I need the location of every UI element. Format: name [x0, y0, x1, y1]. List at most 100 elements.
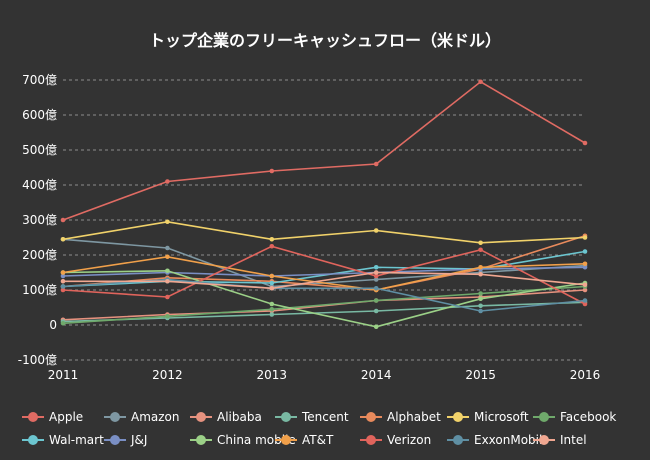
- data-point: [478, 291, 483, 296]
- data-point: [269, 312, 275, 317]
- legend-swatch-dot: [366, 435, 376, 445]
- legend-item[interactable]: Alphabet: [360, 410, 441, 424]
- data-point: [60, 217, 66, 223]
- series-layer: [60, 79, 588, 330]
- data-point: [478, 271, 483, 277]
- data-point: [269, 280, 275, 286]
- x-tick-label: 2014: [361, 368, 392, 382]
- data-point: [60, 287, 66, 293]
- axis-layer: -100億 0 100億 200億 300億 400億 500億 600億 700億 2011 20…: [18, 73, 601, 382]
- series-line: [62, 255, 586, 291]
- legend-label: AT&T: [302, 433, 334, 447]
- legend-swatch-dot: [28, 412, 38, 422]
- y-tick-label: 0: [49, 318, 57, 332]
- x-tick-label: 2011: [48, 368, 79, 382]
- legend-swatch-dot: [539, 412, 549, 422]
- data-point: [373, 264, 379, 270]
- data-point: [373, 285, 379, 291]
- legend-swatch-dot: [110, 435, 120, 445]
- series-microsoft: [60, 219, 588, 246]
- data-point: [373, 228, 379, 233]
- data-point: [373, 308, 379, 314]
- data-point: [582, 298, 588, 303]
- data-point: [269, 306, 275, 312]
- data-point: [60, 320, 66, 326]
- data-point: [165, 313, 170, 319]
- data-point: [60, 270, 66, 275]
- legend-label: Intel: [560, 433, 587, 447]
- legend-label: Facebook: [560, 410, 616, 424]
- legend-item[interactable]: China mobile: [190, 433, 296, 447]
- legend-item[interactable]: AT&T: [275, 433, 334, 447]
- legend-swatch-dot: [28, 435, 38, 445]
- data-point: [582, 261, 588, 267]
- data-point: [478, 296, 483, 302]
- y-tick-label: 600億: [22, 108, 57, 122]
- y-tick-label: 300億: [22, 213, 57, 227]
- series-line: [62, 235, 586, 291]
- legend-item[interactable]: Intel: [533, 433, 587, 447]
- data-point: [165, 219, 170, 225]
- y-tick-label: 200億: [22, 248, 57, 262]
- data-point: [373, 298, 379, 303]
- legend-swatch-dot: [196, 412, 206, 422]
- data-point: [582, 287, 588, 293]
- legend-item[interactable]: Apple: [22, 410, 83, 424]
- data-point: [373, 277, 379, 282]
- legend-item[interactable]: Wal-mart: [22, 433, 104, 447]
- legend-swatch-dot: [453, 435, 463, 445]
- legend[interactable]: Apple Amazon Alibaba Tencent Alphabet Microso…: [22, 410, 616, 447]
- data-point: [478, 303, 483, 309]
- legend-swatch-dot: [281, 435, 291, 445]
- legend-item[interactable]: Verizon: [360, 433, 431, 447]
- series-line: [62, 80, 586, 221]
- series-line: [62, 245, 586, 305]
- legend-item[interactable]: Alibaba: [190, 410, 262, 424]
- series-line: [62, 285, 586, 325]
- legend-item[interactable]: Amazon: [104, 410, 180, 424]
- data-point: [165, 294, 170, 300]
- legend-item[interactable]: ExxonMobil: [447, 433, 542, 447]
- y-tick-label: -100億: [18, 353, 57, 367]
- data-point: [165, 268, 170, 274]
- data-point: [269, 168, 275, 174]
- legend-swatch-dot: [281, 412, 291, 422]
- series-line: [63, 271, 586, 290]
- data-point: [60, 236, 66, 242]
- x-tick-label: 2016: [570, 368, 601, 382]
- data-point: [373, 270, 379, 275]
- legend-label: Verizon: [387, 433, 431, 447]
- y-tick-label: 400億: [22, 178, 57, 192]
- data-point: [165, 179, 170, 184]
- data-point: [478, 308, 483, 314]
- data-point: [60, 284, 66, 289]
- data-point: [373, 324, 379, 330]
- data-point: [269, 243, 275, 249]
- grid-layer: [63, 79, 585, 361]
- legend-swatch-dot: [196, 435, 206, 445]
- data-point: [478, 79, 483, 85]
- legend-swatch-dot: [453, 412, 463, 422]
- data-point: [269, 236, 275, 242]
- series-line: [62, 269, 586, 328]
- data-point: [478, 247, 483, 253]
- data-point: [582, 264, 588, 270]
- x-tick-label: 2012: [152, 368, 183, 382]
- legend-item[interactable]: Tencent: [275, 410, 349, 424]
- data-point: [165, 254, 170, 260]
- data-point: [165, 278, 170, 284]
- y-tick-label: 700億: [22, 73, 57, 87]
- chart-title: トップ企業のフリーキャッシュフロー（米ドル）: [149, 31, 501, 50]
- y-tick-label: 500億: [22, 143, 57, 157]
- legend-label: Tencent: [301, 410, 349, 424]
- legend-item[interactable]: Microsoft: [447, 410, 529, 424]
- data-point: [478, 240, 483, 246]
- legend-item[interactable]: Facebook: [533, 410, 616, 424]
- legend-label: Apple: [49, 410, 83, 424]
- data-point: [582, 140, 588, 146]
- legend-label: Microsoft: [474, 410, 529, 424]
- legend-item[interactable]: J&J: [104, 433, 147, 447]
- data-point: [582, 282, 588, 288]
